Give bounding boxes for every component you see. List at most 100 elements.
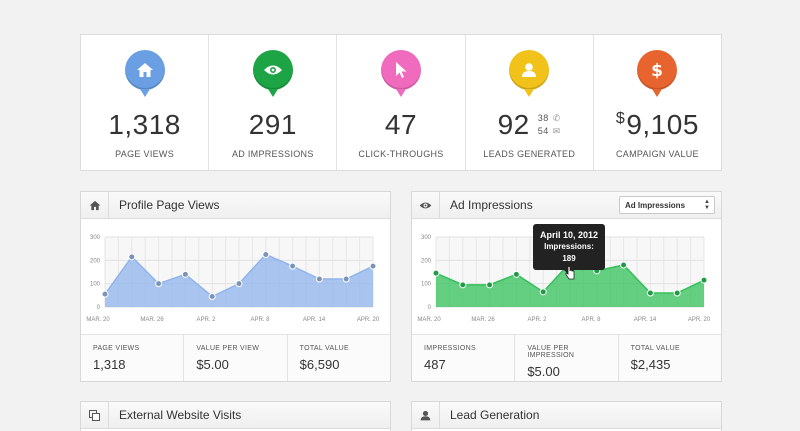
stat-value: 47 — [384, 109, 418, 140]
panel-title: Ad Impressions — [450, 198, 533, 212]
stat-label: AD IMPRESSIONS — [231, 149, 314, 159]
y-tick-label: 300 — [421, 235, 432, 241]
leads-value: 92 — [497, 109, 530, 140]
stat-campaign-value[interactable]: $ $9,105 CAMPAIGN VALUE — [594, 35, 721, 170]
stat-label: LEADS GENERATED — [483, 149, 576, 159]
x-tick-label: MAR. 26 — [140, 317, 164, 323]
stat-leads-generated[interactable]: 92 38 ✆ 54 ✉ LEADS GENERATED — [466, 35, 594, 170]
data-point — [673, 289, 681, 297]
metric-label: IMPRESSIONS — [424, 345, 476, 352]
metric-label: VALUE PER IMPRESSION — [527, 345, 575, 359]
data-point — [486, 281, 494, 289]
y-tick-label: 0 — [97, 305, 101, 311]
data-point — [235, 280, 243, 288]
envelope-icon: ✉ — [552, 126, 561, 136]
y-tick-label: 200 — [90, 258, 101, 264]
stat-value: 291 — [248, 109, 297, 140]
stat-value: 92 38 ✆ 54 ✉ — [497, 109, 561, 140]
stat-click-throughs[interactable]: 47 CLICK-THROUGHS — [337, 35, 466, 170]
profile-chart-svg: 300 200 100 0 MAR. 20 MAR. 26 APR. 2 APR. 8 APR.… — [86, 235, 380, 323]
y-tick-label: 200 — [421, 258, 432, 264]
stat-label: PAGE VIEWS — [115, 149, 175, 159]
external-website-visits-panel: External Website Visits — [80, 401, 391, 431]
data-point — [289, 262, 297, 270]
area-fill — [105, 254, 373, 307]
metric-total-value: TOTAL VALUE $6,590 — [288, 335, 390, 381]
data-point — [620, 261, 628, 269]
user-icon — [412, 402, 440, 428]
data-point — [155, 280, 163, 288]
metric-label: PAGE VIEWS — [93, 345, 140, 352]
x-tick-label: APR. 20 — [357, 317, 380, 323]
profile-page-views-panel: Profile Page Views 300 200 100 0 MAR. 20 MAR.… — [80, 191, 391, 382]
x-tick-label: APR. 8 — [581, 317, 601, 323]
panel-title: Profile Page Views — [119, 198, 220, 212]
x-tick-label: APR. 20 — [688, 317, 711, 323]
data-point — [262, 251, 270, 258]
leads-calls: 38 — [537, 113, 549, 123]
panel-header: Profile Page Views — [81, 192, 390, 219]
metric-value: $6,590 — [299, 357, 340, 372]
data-point — [342, 275, 350, 283]
panel-title: External Website Visits — [119, 408, 242, 422]
stat-ad-impressions[interactable]: 291 AD IMPRESSIONS — [209, 35, 338, 170]
panel-header: Lead Generation — [412, 402, 721, 429]
y-tick-label: 300 — [90, 235, 101, 241]
metric-value: $2,435 — [630, 357, 671, 372]
metric-value: 1,318 — [93, 357, 126, 372]
lead-generation-panel: Lead Generation — [411, 401, 722, 431]
tooltip-date: April 10, 2012 — [539, 230, 599, 240]
profile-chart[interactable]: 300 200 100 0 MAR. 20 MAR. 26 APR. 2 APR. 8 APR.… — [81, 219, 390, 331]
metric-value: 487 — [424, 357, 446, 372]
metric-label: TOTAL VALUE — [299, 345, 349, 352]
home-icon — [124, 50, 165, 97]
data-point — [128, 253, 136, 261]
data-point — [539, 288, 547, 296]
stat-value: 1,318 — [108, 109, 181, 140]
y-tick-label: 100 — [421, 282, 432, 288]
tooltip-value: Impressions: 189 — [544, 242, 594, 263]
x-tick-label: APR. 2 — [527, 317, 547, 323]
eye-icon — [252, 50, 293, 97]
x-tick-label: MAR. 26 — [471, 317, 495, 323]
metric-select[interactable]: Ad Impressions ▲ ▼ — [619, 196, 715, 214]
y-tick-label: 0 — [428, 305, 432, 311]
panel-header: External Website Visits — [81, 402, 390, 429]
metric-label: TOTAL VALUE — [630, 345, 680, 352]
y-tick-label: 100 — [90, 282, 101, 288]
metric-impressions: IMPRESSIONS 487 — [412, 335, 516, 381]
chart-tooltip: April 10, 2012 Impressions: 189 — [533, 224, 605, 275]
stat-value: $9,105 — [615, 109, 699, 140]
data-point — [459, 281, 467, 289]
user-icon — [509, 50, 550, 97]
x-tick-label: MAR. 20 — [86, 317, 110, 323]
x-tick-label: APR. 8 — [250, 317, 270, 323]
x-tick-label: APR. 14 — [303, 317, 326, 323]
data-point — [646, 289, 654, 297]
x-tick-label: APR. 2 — [196, 317, 216, 323]
eye-icon — [412, 192, 440, 218]
currency-symbol: $ — [615, 110, 626, 127]
stat-label: CLICK-THROUGHS — [358, 149, 444, 159]
data-point — [369, 262, 377, 270]
data-point — [512, 270, 520, 278]
hand-cursor-icon — [565, 266, 575, 280]
phone-icon: ✆ — [552, 113, 561, 123]
metric-total-value: TOTAL VALUE $2,435 — [619, 335, 721, 381]
data-point — [315, 275, 323, 283]
panel-title: Lead Generation — [450, 408, 540, 422]
leads-emails: 54 — [537, 126, 549, 136]
x-tick-label: APR. 14 — [634, 317, 657, 323]
area-fill — [436, 262, 704, 307]
svg-text:$: $ — [651, 61, 663, 80]
metrics-bar: IMPRESSIONS 487 VALUE PER IMPRESSION $5.… — [412, 334, 721, 381]
data-point — [208, 293, 216, 300]
stat-page-views[interactable]: 1,318 PAGE VIEWS — [81, 35, 210, 170]
metric-value: $5.00 — [527, 364, 560, 379]
dollar-icon: $ — [637, 50, 678, 97]
x-tick-label: MAR. 20 — [417, 317, 441, 323]
metric-page-views: PAGE VIEWS 1,318 — [81, 335, 185, 381]
select-arrows-icon: ▲ ▼ — [704, 199, 710, 211]
copy-icon — [81, 402, 109, 428]
ad-impressions-panel: Ad Impressions Ad Impressions ▲ ▼ 300 200 1… — [411, 191, 722, 382]
